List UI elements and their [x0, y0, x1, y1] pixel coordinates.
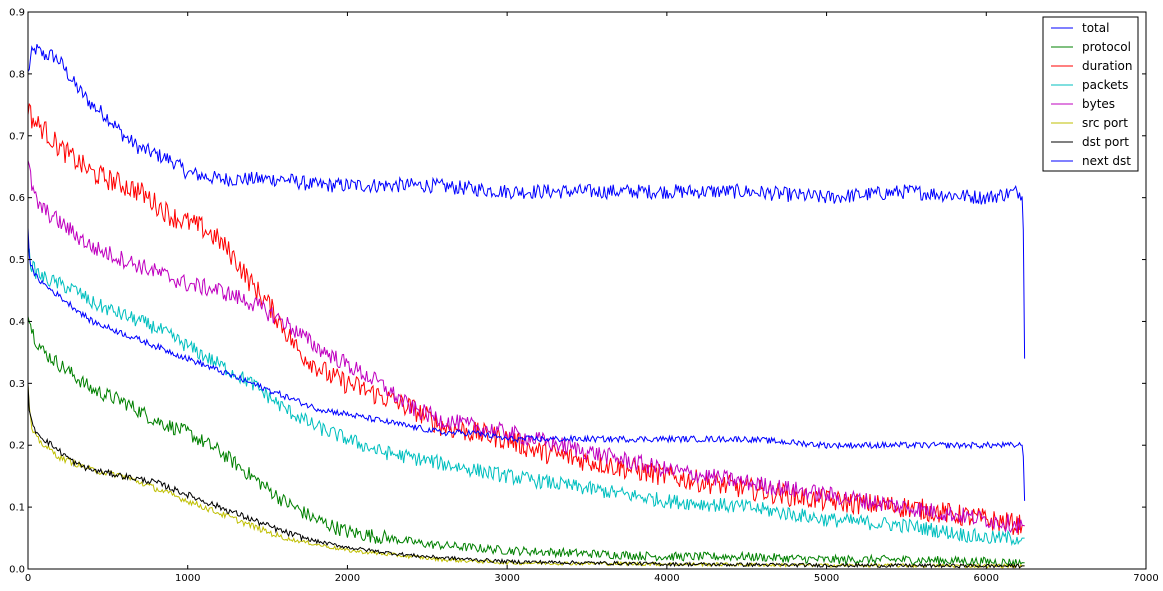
y-tick-label: 0.8: [9, 69, 25, 80]
series-layer: [27, 44, 1026, 569]
x-tick-label: 4000: [654, 573, 679, 584]
x-tick-label: 5000: [814, 573, 839, 584]
legend-label: next dst: [1082, 154, 1131, 168]
series-line-dst-port: [27, 383, 1025, 569]
legend-label: total: [1082, 21, 1109, 35]
y-tick-label: 0.5: [9, 255, 25, 266]
x-tick-label: 3000: [494, 573, 519, 584]
series-line-total: [27, 44, 1026, 359]
x-tick-label: 0: [25, 573, 31, 584]
axes-layer: 0 1000 2000 3000 4000 5000 6000 7000 0.0 0.1 0.2 0.…: [9, 8, 1159, 585]
legend-label: duration: [1082, 59, 1133, 73]
x-tick-label: 1000: [175, 573, 200, 584]
legend-label: protocol: [1082, 40, 1131, 54]
y-tick-label: 0.1: [9, 503, 25, 514]
y-tick-label: 0.2: [9, 441, 25, 452]
y-tick-label: 0.9: [9, 8, 25, 19]
series-line-packets: [27, 248, 1025, 547]
legend-label: src port: [1082, 116, 1128, 130]
y-tick-label: 0.7: [9, 131, 25, 142]
y-tick-label: 0.3: [9, 379, 25, 390]
legend-label: dst port: [1082, 135, 1129, 149]
x-tick-label: 6000: [974, 573, 999, 584]
legend-label: packets: [1082, 78, 1128, 92]
legend-box: [1042, 16, 1139, 172]
series-line-next-dst: [27, 227, 1026, 501]
series-line-src-port: [27, 383, 1025, 569]
series-line-bytes: [27, 160, 1025, 534]
legend: total protocol duration packets bytes src por…: [1042, 16, 1139, 172]
series-line-duration: [27, 102, 1025, 535]
y-tick-label: 0.0: [9, 565, 25, 576]
x-tick-label: 2000: [335, 573, 360, 584]
y-tick-label: 0.4: [9, 317, 25, 328]
x-tick-label: 7000: [1133, 573, 1158, 584]
legend-label: bytes: [1082, 97, 1115, 111]
plot-frame: [27, 11, 1147, 570]
y-tick-label: 0.6: [9, 193, 25, 204]
